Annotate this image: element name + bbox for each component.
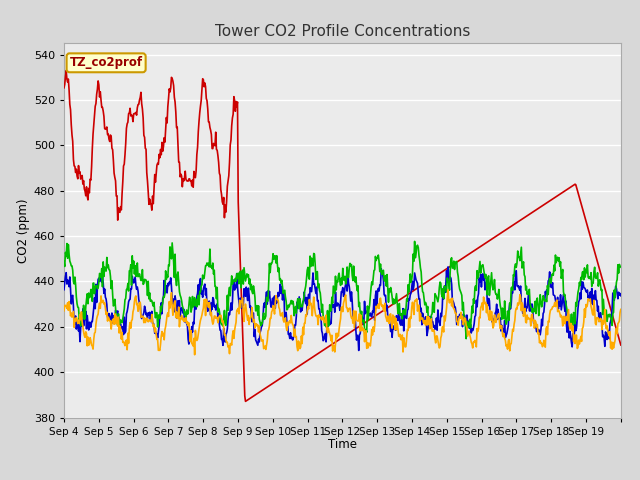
Text: TZ_co2prof: TZ_co2prof bbox=[70, 56, 143, 69]
X-axis label: Time: Time bbox=[328, 438, 357, 451]
Title: Tower CO2 Profile Concentrations: Tower CO2 Profile Concentrations bbox=[214, 24, 470, 39]
Legend:  0.35m,  1.8m,  6.0m,  23.5m: 0.35m, 1.8m, 6.0m, 23.5m bbox=[172, 476, 513, 480]
Y-axis label: CO2 (ppm): CO2 (ppm) bbox=[17, 198, 29, 263]
